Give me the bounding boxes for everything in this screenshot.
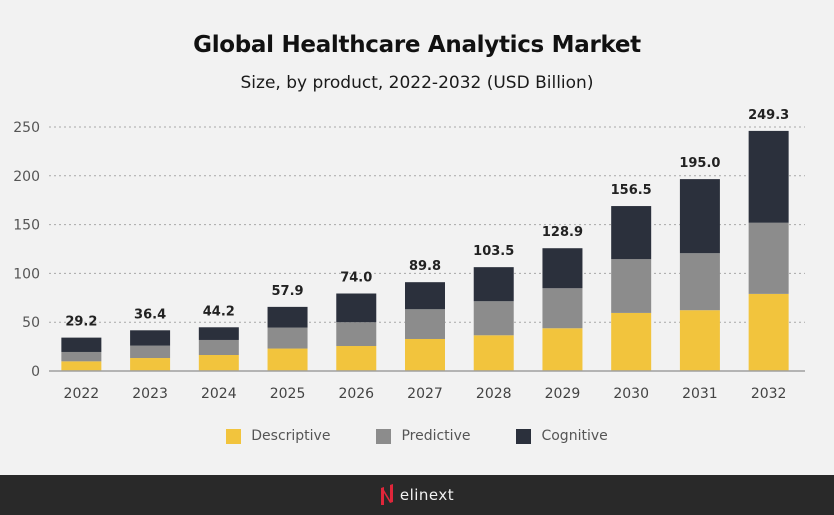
legend-label: Predictive [401, 428, 471, 444]
bar-segment-descriptive [405, 338, 445, 371]
y-tick-label: 150 [13, 218, 40, 234]
bar-segment-descriptive [748, 293, 789, 371]
bar-segment-cognitive [405, 282, 445, 310]
bar-segment-predictive [679, 253, 720, 311]
bar-segment-cognitive [473, 267, 514, 302]
bar-segment-descriptive [679, 310, 720, 371]
stacked-bar-chart: 0 50 100 150 200 250 29.2 36.4 44.2 57.9 74.0 89.8… [13, 108, 805, 402]
elinext-n-logo-icon [380, 484, 393, 505]
total-label: 44.2 [203, 304, 235, 319]
y-tick-label: 0 [31, 364, 40, 380]
bar-segment-cognitive [679, 179, 720, 254]
x-tick-label: 2028 [476, 386, 512, 402]
legend-swatch [376, 428, 392, 444]
bar-segment-descriptive [198, 354, 239, 371]
bar-segment-descriptive [611, 312, 652, 371]
legend-item-descriptive: Descriptive [226, 428, 330, 444]
legend-item-predictive: Predictive [376, 428, 470, 444]
bar-segment-cognitive [198, 327, 239, 340]
x-tick-label: 2022 [64, 386, 100, 402]
bar-segment-predictive [336, 322, 377, 347]
y-tick-label: 100 [13, 266, 40, 282]
total-label: 156.5 [611, 183, 652, 198]
bar-segment-descriptive [542, 328, 583, 371]
total-labels: 29.2 36.4 44.2 57.9 74.0 89.8 103.5 128.9 156.5 1… [65, 108, 789, 330]
legend-label: Descriptive [251, 428, 331, 444]
legend-swatch [516, 428, 532, 444]
total-label: 103.5 [473, 244, 514, 259]
total-label: 36.4 [134, 307, 166, 322]
bar-segment-cognitive [130, 330, 171, 346]
bar-segment-descriptive [130, 358, 171, 371]
bar-segment-predictive [748, 222, 789, 294]
total-label: 249.3 [748, 108, 789, 123]
bars [61, 130, 789, 371]
total-label: 74.0 [340, 271, 372, 286]
chart-title: Global Healthcare Analytics Market [193, 32, 641, 58]
x-tick-label: 2032 [751, 386, 787, 402]
x-tick-label: 2029 [545, 386, 581, 402]
bar-segment-predictive [198, 339, 239, 355]
legend-label: Cognitive [541, 428, 608, 444]
legend-item-cognitive: Cognitive [516, 428, 608, 444]
bar-segment-descriptive [336, 346, 377, 371]
bar-segment-cognitive [748, 130, 789, 223]
total-label: 195.0 [679, 156, 720, 171]
bar-segment-descriptive [267, 348, 308, 371]
bar-segment-predictive [405, 309, 445, 339]
bar-segment-descriptive [473, 335, 514, 371]
x-tick-label: 2026 [338, 386, 374, 402]
x-tick-label: 2025 [270, 386, 306, 402]
bar-segment-predictive [611, 259, 652, 313]
bar-segment-cognitive [61, 337, 102, 352]
x-tick-label: 2027 [407, 386, 443, 402]
y-axis-ticks: 0 50 100 150 200 250 [13, 120, 40, 380]
y-tick-label: 50 [22, 315, 40, 331]
total-label: 89.8 [409, 259, 441, 274]
bar-segment-predictive [542, 288, 583, 329]
footer: elinext [0, 475, 834, 515]
x-tick-label: 2031 [682, 386, 718, 402]
total-label: 57.9 [272, 284, 304, 299]
bar-segment-cognitive [611, 206, 652, 260]
bar-segment-descriptive [61, 361, 102, 371]
y-tick-label: 200 [13, 169, 40, 185]
x-axis-ticks: 2022 2023 2024 2025 2026 2027 2028 2029 2030 2031… [64, 386, 787, 402]
bar-segment-cognitive [542, 248, 583, 289]
bar-segment-predictive [267, 327, 308, 349]
bar-segment-cognitive [336, 293, 377, 323]
x-tick-label: 2024 [201, 386, 237, 402]
total-label: 128.9 [542, 225, 583, 240]
chart-subtitle: Size, by product, 2022-2032 (USD Billion… [240, 73, 594, 93]
x-tick-label: 2023 [132, 386, 168, 402]
bar-segment-predictive [130, 345, 171, 359]
bar-segment-predictive [61, 351, 102, 362]
total-label: 29.2 [65, 315, 97, 330]
gridlines [49, 126, 805, 323]
legend-swatch [226, 428, 242, 444]
brand-name: elinext [399, 486, 455, 504]
x-tick-label: 2030 [613, 386, 649, 402]
legend: Descriptive Predictive Cognitive [0, 428, 834, 444]
y-tick-label: 250 [13, 120, 40, 136]
bar-segment-cognitive [267, 306, 308, 328]
bar-segment-predictive [473, 301, 514, 336]
